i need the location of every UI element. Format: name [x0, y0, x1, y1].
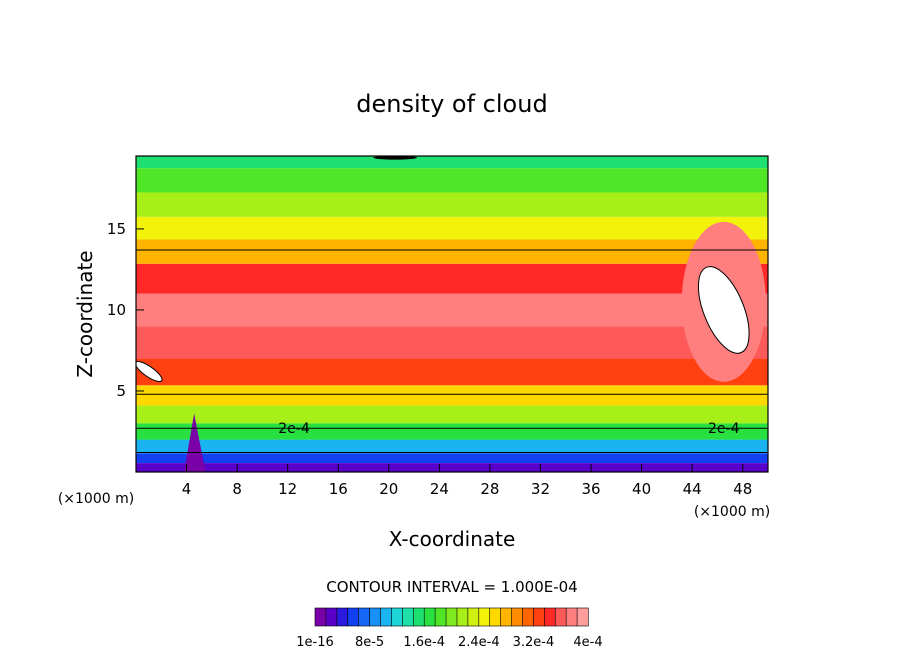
contour-label: 2e-4	[708, 421, 740, 437]
colorbar-swatch	[565, 607, 578, 627]
colorbar-swatch	[380, 607, 393, 627]
field-band	[136, 293, 768, 327]
colorbar-swatch	[478, 607, 491, 627]
colorbar-swatch	[347, 607, 360, 627]
colorbar-label: 2.4e-4	[458, 635, 500, 650]
contour-interval-text: CONTOUR INTERVAL = 1.000E-04	[326, 578, 577, 596]
colorbar-swatch	[336, 607, 349, 627]
field-band	[136, 156, 768, 169]
notch-low-density	[184, 413, 206, 472]
max-region-right	[697, 266, 750, 354]
colorbar-swatch	[500, 607, 513, 627]
field-band	[136, 326, 768, 359]
colorbar-swatch	[456, 607, 469, 627]
contour-overlays: 2e-4 2e-4	[136, 156, 768, 472]
field-band	[136, 423, 768, 440]
colorbar-swatch	[391, 607, 403, 627]
colorbar-swatch	[489, 607, 502, 627]
field-band	[136, 168, 768, 193]
top-contour-marker	[373, 156, 418, 160]
colorbar-swatch	[434, 607, 447, 627]
contour-label: 2e-4	[278, 421, 310, 437]
colorbar-swatch	[423, 607, 436, 627]
x-tick-label: 8	[232, 480, 242, 498]
colorbar-swatch	[314, 607, 327, 627]
colorbar-swatch	[522, 607, 534, 627]
colorbar-swatch	[533, 607, 545, 627]
colorbar-swatch	[325, 607, 338, 627]
colorbar-label: 4e-4	[573, 635, 602, 650]
x-tick-label: 16	[329, 480, 348, 498]
y-axis-label: Z-coordinate	[73, 250, 97, 377]
z-tick-label: 10	[107, 301, 126, 319]
colorbar-swatch	[369, 607, 382, 627]
chart-title: density of cloud	[356, 90, 547, 118]
field-band	[136, 463, 768, 472]
colorbar-swatch	[467, 607, 480, 627]
x-tick-label: 48	[733, 480, 752, 498]
field-band	[136, 439, 768, 454]
x-axis-label: X-coordinate	[389, 527, 516, 551]
x-unit-label-left: (×1000 m)	[58, 491, 134, 507]
colorbar-swatch	[511, 607, 524, 627]
plot-frame	[135, 155, 769, 473]
x-tick-label: 24	[430, 480, 449, 498]
x-unit-label-right: (×1000 m)	[694, 504, 770, 520]
x-tick-label: 12	[278, 480, 297, 498]
colorbar-swatch	[576, 607, 589, 627]
max-region-left	[136, 360, 163, 383]
x-tick-label: 44	[683, 480, 702, 498]
colorbar-swatch	[402, 607, 414, 627]
field-band	[136, 239, 768, 264]
field-band	[136, 453, 768, 464]
field-band	[136, 263, 768, 294]
x-tick-label: 4	[182, 480, 192, 498]
x-tick-label: 40	[632, 480, 651, 498]
colorbar-swatch	[445, 607, 458, 627]
x-tick-label: 36	[581, 480, 600, 498]
colorbar-label: 8e-5	[355, 635, 384, 650]
contour-field	[136, 156, 768, 472]
field-band	[136, 385, 768, 406]
field-band	[136, 192, 768, 217]
colorbar-label: 1e-16	[296, 635, 334, 650]
colorbar-label: 1.6e-4	[403, 635, 445, 650]
colorbar-swatch	[412, 607, 425, 627]
field-band	[136, 405, 768, 424]
colorbar-swatch	[544, 607, 556, 627]
x-tick-label: 20	[379, 480, 398, 498]
colorbar: 1e-16 8e-5 1.6e-4 2.4e-4 3.2e-4 4e-4	[296, 607, 603, 650]
z-tick-label: 15	[107, 220, 126, 238]
x-tick-label: 28	[480, 480, 499, 498]
field-band	[136, 358, 768, 386]
z-tick-label: 5	[116, 382, 126, 400]
colorbar-swatch	[358, 607, 371, 627]
colorbar-swatch	[554, 607, 567, 627]
field-band	[136, 216, 768, 240]
x-tick-label: 32	[531, 480, 550, 498]
colorbar-label: 3.2e-4	[513, 635, 555, 650]
